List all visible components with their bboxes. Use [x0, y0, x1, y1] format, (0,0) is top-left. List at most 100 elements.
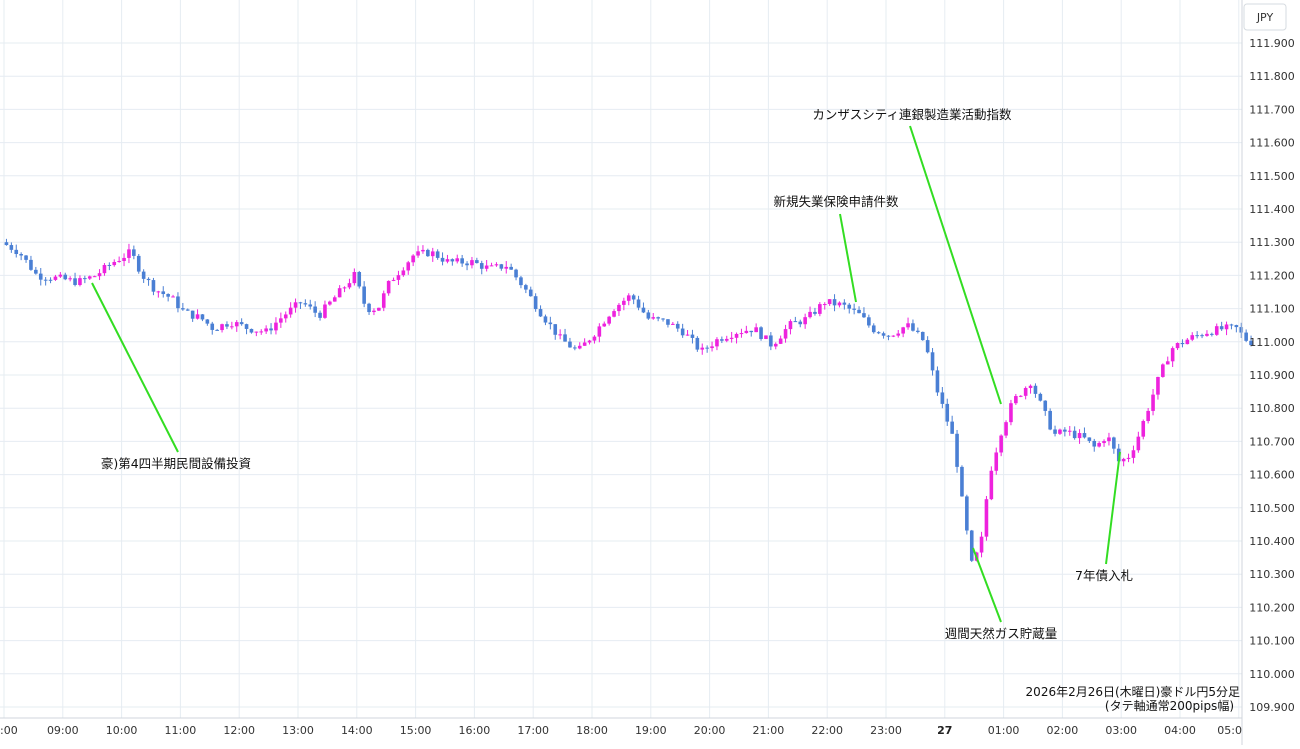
x-tick-label: 16:00: [459, 724, 491, 737]
candle-up: [906, 323, 910, 328]
candle-up: [577, 345, 582, 349]
candle-down: [573, 347, 577, 349]
x-tick-label: 02:00: [1047, 724, 1079, 737]
x-tick-label: 10:00: [106, 724, 138, 737]
candle-down: [842, 302, 847, 305]
x-tick-label: 27: [937, 724, 952, 737]
candle-down: [151, 280, 156, 292]
candle-down: [519, 277, 523, 286]
candle-up: [1170, 348, 1175, 362]
candle-down: [460, 258, 464, 264]
candle-down: [146, 278, 151, 281]
candle-down: [925, 340, 930, 353]
candle-up: [470, 260, 474, 266]
y-tick-label: 110.300: [1249, 568, 1295, 581]
candle-down: [107, 264, 112, 266]
candle-down: [1234, 325, 1239, 328]
y-tick-label: 110.400: [1249, 535, 1295, 548]
caption-line-2: (タテ軸通常200pips幅): [1105, 698, 1234, 713]
candle-down: [43, 279, 48, 281]
y-tick-label: 111.500: [1249, 170, 1295, 183]
candle-down: [308, 304, 313, 307]
candle-down: [1244, 332, 1248, 341]
annotation-label: 週間天然ガス貯蔵量: [945, 626, 1058, 641]
currency-label-box[interactable]: [1243, 3, 1287, 31]
annotation-leader-line: [909, 125, 1002, 405]
candle-up: [230, 326, 234, 328]
caption-line-1: 2026年2月26日(木曜日)豪ドル円5分足: [1026, 684, 1240, 699]
candle-down: [656, 317, 660, 319]
y-tick-label: 110.700: [1249, 435, 1295, 448]
candle-up: [1141, 421, 1146, 437]
y-tick-label: 111.100: [1249, 303, 1295, 316]
candle-up: [421, 249, 425, 252]
candle-down: [440, 257, 445, 262]
candle-up: [602, 323, 607, 327]
x-tick-label: 13:00: [282, 724, 314, 737]
candle-up: [220, 324, 224, 331]
chart-caption: 2026年2月26日(木曜日)豪ドル円5分足 (タテ軸通常200pips幅): [1026, 684, 1240, 713]
candle-down: [9, 245, 14, 250]
x-tick-label: 20:00: [694, 724, 726, 737]
candle-down: [185, 309, 190, 311]
candle-down: [969, 530, 974, 561]
y-tick-label: 111.000: [1249, 336, 1295, 349]
candle-down: [538, 309, 543, 317]
candle-up: [156, 291, 161, 293]
candle-down: [661, 318, 665, 320]
currency-label: JPY: [1256, 11, 1274, 24]
candle-up: [122, 257, 126, 261]
candle-up: [92, 276, 97, 278]
candle-down: [543, 316, 548, 323]
candle-up: [195, 314, 200, 319]
candle-down: [475, 260, 479, 264]
x-tick-label: 05:0: [1217, 724, 1242, 737]
candle-down: [48, 279, 53, 281]
candle-up: [558, 334, 562, 336]
candle-up: [102, 264, 107, 274]
candle-up: [901, 327, 905, 334]
y-tick-label: 111.200: [1249, 269, 1295, 282]
candle-up: [504, 266, 509, 269]
candle-down: [450, 259, 455, 262]
candle-up: [381, 293, 386, 308]
candle-down: [1033, 385, 1038, 394]
candle-down: [29, 259, 33, 270]
candle-down: [141, 271, 146, 279]
candle-down: [563, 334, 567, 342]
candle-down: [680, 328, 685, 336]
candle-up: [803, 317, 807, 325]
y-tick-label: 110.200: [1249, 601, 1295, 614]
candle-up: [1102, 441, 1106, 444]
candle-up: [337, 288, 342, 298]
candle-up: [489, 265, 494, 267]
candle-up: [323, 304, 327, 318]
y-tick-label: 110.800: [1249, 402, 1295, 415]
candle-up: [411, 255, 415, 263]
candle-up: [734, 333, 739, 338]
candle-up: [1136, 436, 1141, 451]
x-tick-label: 11:00: [165, 724, 197, 737]
candle-up: [254, 331, 259, 333]
candle-down: [83, 278, 87, 280]
candle-up: [112, 261, 117, 266]
candle-up: [626, 295, 631, 301]
candle-up: [1151, 394, 1155, 411]
candle-down: [553, 324, 558, 335]
candle-up: [1004, 422, 1008, 436]
annotation-label: 新規失業保険申請件数: [773, 194, 899, 209]
candle-up: [386, 280, 391, 294]
candle-down: [73, 278, 77, 285]
candle-down: [313, 306, 317, 313]
candle-up: [822, 304, 827, 306]
candle-down: [646, 312, 651, 319]
candle-down: [509, 266, 513, 270]
annotation-label: 7年債入札: [1075, 568, 1133, 583]
candle-up: [1165, 361, 1170, 365]
candle-up: [259, 331, 264, 333]
x-tick-label: 01:00: [988, 724, 1020, 737]
candle-up: [808, 311, 812, 318]
candle-up: [484, 265, 489, 269]
